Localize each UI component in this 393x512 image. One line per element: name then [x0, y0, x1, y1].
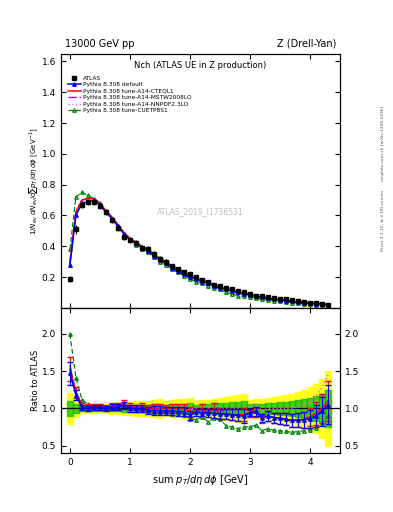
- Y-axis label: Ratio to ATLAS: Ratio to ATLAS: [31, 350, 40, 411]
- Text: Nch (ATLAS UE in Z production): Nch (ATLAS UE in Z production): [134, 61, 266, 70]
- Text: Rivet 3.1.10, ≥ 3.1M events: Rivet 3.1.10, ≥ 3.1M events: [381, 189, 385, 251]
- Text: ATLAS_2019_I1736531: ATLAS_2019_I1736531: [157, 207, 244, 216]
- Legend: ATLAS, Pythia 8.308 default, Pythia 8.308 tune-A14-CTEQL1, Pythia 8.308 tune-A14: ATLAS, Pythia 8.308 default, Pythia 8.30…: [67, 74, 193, 115]
- Text: mcplots.cern.ch [arXiv:1306.3436]: mcplots.cern.ch [arXiv:1306.3436]: [381, 106, 385, 181]
- Text: 13000 GeV pp: 13000 GeV pp: [65, 38, 134, 49]
- Y-axis label: $1/N_{ev}\ dN_{ev}/d\!\sum\! p_T/d\eta\,d\phi\ [\mathrm{GeV}^{-1}]$: $1/N_{ev}\ dN_{ev}/d\!\sum\! p_T/d\eta\,…: [28, 127, 40, 234]
- Text: Z (Drell-Yan): Z (Drell-Yan): [277, 38, 336, 49]
- X-axis label: sum $p_T/d\eta\,d\phi$ [GeV]: sum $p_T/d\eta\,d\phi$ [GeV]: [152, 473, 249, 486]
